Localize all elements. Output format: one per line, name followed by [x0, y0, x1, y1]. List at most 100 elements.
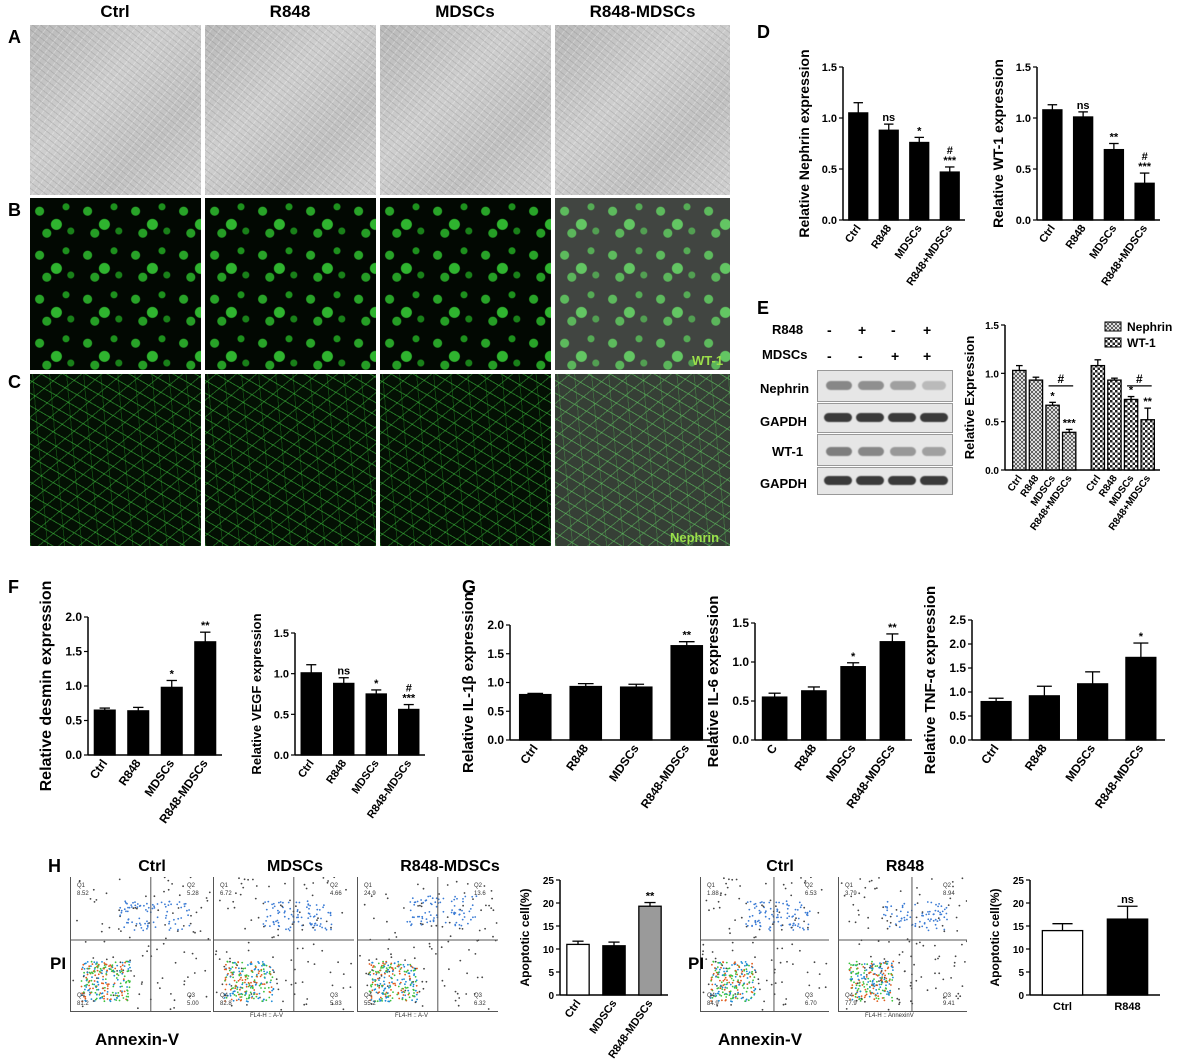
- flow-event-dot: [376, 985, 379, 987]
- flow-event-dot: [144, 922, 146, 925]
- flow-event-dot: [903, 919, 906, 922]
- flow-event-dot: [476, 976, 479, 979]
- flow-event-dot: [407, 969, 409, 972]
- significance-mark: *: [170, 668, 175, 680]
- flow-event-dot: [716, 966, 719, 968]
- flow-event-dot: [105, 973, 108, 975]
- flow-event-dot: [840, 882, 843, 884]
- significance-mark: *: [917, 125, 922, 137]
- flow-event-dot: [730, 997, 732, 1000]
- flow-event-dot: [104, 966, 107, 969]
- flow-event-dot: [116, 972, 119, 975]
- flow-event-dot: [224, 994, 226, 997]
- flow-event-dot: [305, 1003, 308, 1006]
- flow-event-dot: [883, 978, 886, 981]
- flow-event-dot: [263, 963, 265, 965]
- flow-event-dot: [784, 887, 787, 890]
- flow-event-dot: [872, 983, 875, 986]
- blot-label-mdscs: MDSCs: [762, 347, 808, 362]
- flow-event-dot: [458, 913, 461, 916]
- flow-event-dot: [743, 969, 746, 972]
- flow-event-dot: [382, 989, 385, 992]
- flow-event-dot: [393, 974, 396, 977]
- flow-event-dot: [387, 968, 390, 971]
- flow-event-dot: [867, 927, 870, 929]
- flow-event-dot: [247, 975, 250, 977]
- flow-event-dot: [792, 922, 795, 925]
- flow-event-dot: [930, 901, 933, 904]
- flow-event-dot: [949, 897, 952, 900]
- column-title-ctrl: Ctrl: [100, 2, 130, 21]
- flow-event-dot: [746, 973, 748, 975]
- flow-event-dot: [901, 904, 904, 907]
- flow-event-dot: [128, 906, 131, 909]
- flow-event-dot: [915, 942, 918, 945]
- flow-event-dot: [874, 887, 876, 890]
- flow-event-dot: [910, 1000, 912, 1003]
- flow-event-dot: [845, 1008, 848, 1010]
- blot-gapdh-2: [817, 467, 953, 495]
- flow-event-dot: [806, 911, 809, 914]
- flow-event-dot: [729, 993, 732, 995]
- flow-event-dot: [250, 993, 253, 995]
- flow-event-dot: [730, 977, 733, 980]
- flow-event-dot: [266, 915, 269, 918]
- flow-event-dot: [239, 986, 242, 989]
- flow-event-dot: [381, 998, 383, 1000]
- flow-event-dot: [869, 986, 871, 989]
- flow-event-dot: [383, 965, 386, 968]
- flow-event-dot: [890, 962, 893, 965]
- flow-event-dot: [488, 904, 490, 907]
- flow-event-dot: [876, 1000, 879, 1002]
- flow-event-dot: [872, 987, 875, 990]
- flow-event-dot: [873, 985, 876, 988]
- bar: [194, 641, 217, 756]
- flow-event-dot: [770, 959, 773, 961]
- flow-event-dot: [735, 987, 738, 990]
- flow-event-dot: [245, 993, 247, 995]
- flow-event-dot: [97, 988, 100, 991]
- flow-event-dot: [103, 940, 106, 943]
- flow-event-dot: [300, 916, 303, 919]
- blot-gapdh-1: [817, 403, 953, 433]
- flow-event-dot: [301, 947, 304, 950]
- flow-event-dot: [106, 985, 109, 987]
- flow-event-dot: [435, 897, 438, 900]
- flow-event-dot: [848, 969, 851, 972]
- flow-event-dot: [276, 982, 278, 985]
- y-tick-label: 0.0: [732, 733, 749, 747]
- flow-event-dot: [238, 967, 240, 970]
- flow-event-dot: [110, 968, 112, 971]
- flow-event-dot: [738, 983, 741, 986]
- flow-event-dot: [714, 993, 717, 995]
- flow-event-dot: [864, 988, 867, 991]
- flow-event-dot: [430, 925, 433, 927]
- flow-event-dot: [168, 922, 170, 925]
- flow-event-dot: [705, 899, 708, 902]
- flow-event-dot: [164, 924, 166, 926]
- flow-event-dot: [263, 970, 265, 973]
- flow-event-dot: [283, 915, 286, 918]
- flow-event-dot: [115, 999, 118, 1001]
- flow-event-dot: [425, 899, 428, 902]
- quadrant-label: Q1: [845, 883, 854, 889]
- flow-event-dot: [239, 993, 241, 996]
- brightfield-image-mdscs: [380, 25, 551, 195]
- y-axis-label: Relative Nephrin expression: [796, 49, 812, 237]
- flow-axis-caption: FL4-H :: A-V: [395, 1013, 429, 1019]
- flow-event-dot: [727, 967, 729, 970]
- flow-event-dot: [256, 973, 258, 976]
- flow-event-dot: [187, 914, 189, 917]
- flow-event-dot: [96, 961, 98, 964]
- flow-event-dot: [315, 913, 318, 916]
- flow-plot: Q1 1.88 Q2 6.53 Q3 6.70 Q4 84.9: [700, 877, 829, 1012]
- y-tick-label: 1.5: [274, 628, 289, 640]
- flow-event-dot: [174, 923, 177, 925]
- flow-event-dot: [88, 965, 91, 968]
- flow-event-dot: [257, 961, 259, 963]
- significance-mark: #: [1136, 372, 1143, 386]
- flow-event-dot: [711, 951, 714, 953]
- flow-event-dot: [188, 924, 191, 927]
- flow-event-dot: [277, 934, 280, 937]
- blot-label-gapdh-2: GAPDH: [760, 476, 807, 491]
